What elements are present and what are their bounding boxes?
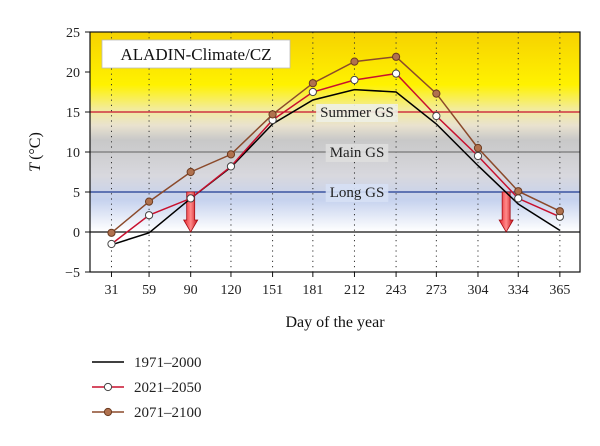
series-line [111, 56, 561, 234]
x-tick-labels: 31 59 90 120 151 181 212 243 273 304 334 365 [104, 272, 570, 298]
threshold-lines: Summer GS Main GS Long GS [90, 104, 580, 202]
y-axis-label-symbol: T [27, 162, 44, 172]
x-axis-label: Day of the year [285, 314, 385, 331]
series-layer [107, 52, 564, 249]
legend-marker [103, 382, 113, 392]
series-point [391, 52, 401, 61]
x-tick-label: 59 [142, 283, 156, 298]
y-axis-label: T (°C) [27, 132, 44, 172]
y-tick-label: 5 [73, 186, 80, 201]
series-point [107, 239, 116, 249]
series-point [473, 143, 483, 153]
y-tick-label: −5 [65, 266, 80, 281]
threshold-label: Summer GS [320, 105, 394, 121]
series-point [186, 167, 195, 177]
series-point [144, 211, 154, 220]
series-point [514, 194, 523, 203]
threshold-label: Main GS [330, 145, 385, 161]
x-tick-label: 273 [426, 283, 447, 298]
x-tick-label: 334 [508, 283, 529, 298]
threshold-label-bg [325, 184, 389, 202]
series-point [186, 194, 195, 203]
x-tick-label: 212 [344, 283, 365, 298]
chart-title: ALADIN-Climate/CZ [120, 45, 271, 64]
series-point [268, 110, 277, 119]
series-point [308, 87, 317, 97]
threshold-label-bg [325, 144, 389, 162]
series-point [226, 150, 236, 159]
series-line [111, 72, 561, 245]
series-point [226, 162, 236, 171]
x-tick-label: 181 [302, 283, 323, 298]
y-tick-label: 25 [66, 26, 80, 41]
x-tick-label: 90 [184, 283, 198, 298]
series-point [144, 197, 154, 206]
y-axis-label-unit: (°C) [27, 132, 44, 160]
x-tick-label: 31 [104, 283, 118, 298]
series-point [350, 75, 359, 85]
series-point [514, 187, 523, 196]
legend-label: 2021–2050 [134, 380, 202, 396]
y-tick-label: 20 [66, 66, 80, 81]
chart-title-box: ALADIN-Climate/CZ [101, 39, 291, 69]
x-tick-label: 304 [467, 283, 488, 298]
legend: 1971–2000 2021–2050 2071–2100 [92, 355, 202, 421]
series-point [391, 69, 401, 78]
series-point [473, 151, 483, 161]
series-point [432, 111, 441, 121]
y-tick-label: 15 [66, 106, 80, 121]
legend-label: 2071–2100 [134, 405, 202, 421]
x-tick-label: 365 [549, 283, 570, 298]
series-point [308, 79, 317, 88]
series-point [432, 89, 441, 98]
legend-marker [103, 407, 113, 417]
threshold-label: Long GS [330, 185, 385, 201]
x-tick-label: 243 [386, 283, 407, 298]
y-tick-label: 10 [66, 146, 80, 161]
threshold-label-bg [316, 104, 398, 122]
series-point [350, 57, 359, 66]
x-tick-label: 120 [220, 283, 241, 298]
legend-label: 1971–2000 [134, 355, 202, 371]
y-tick-label: 0 [73, 226, 80, 241]
x-tick-label: 151 [262, 283, 283, 298]
series-point [107, 228, 116, 237]
y-tick-labels: −5 0 5 10 15 20 25 [65, 26, 90, 281]
series-line [111, 88, 561, 246]
series-point [555, 207, 564, 216]
